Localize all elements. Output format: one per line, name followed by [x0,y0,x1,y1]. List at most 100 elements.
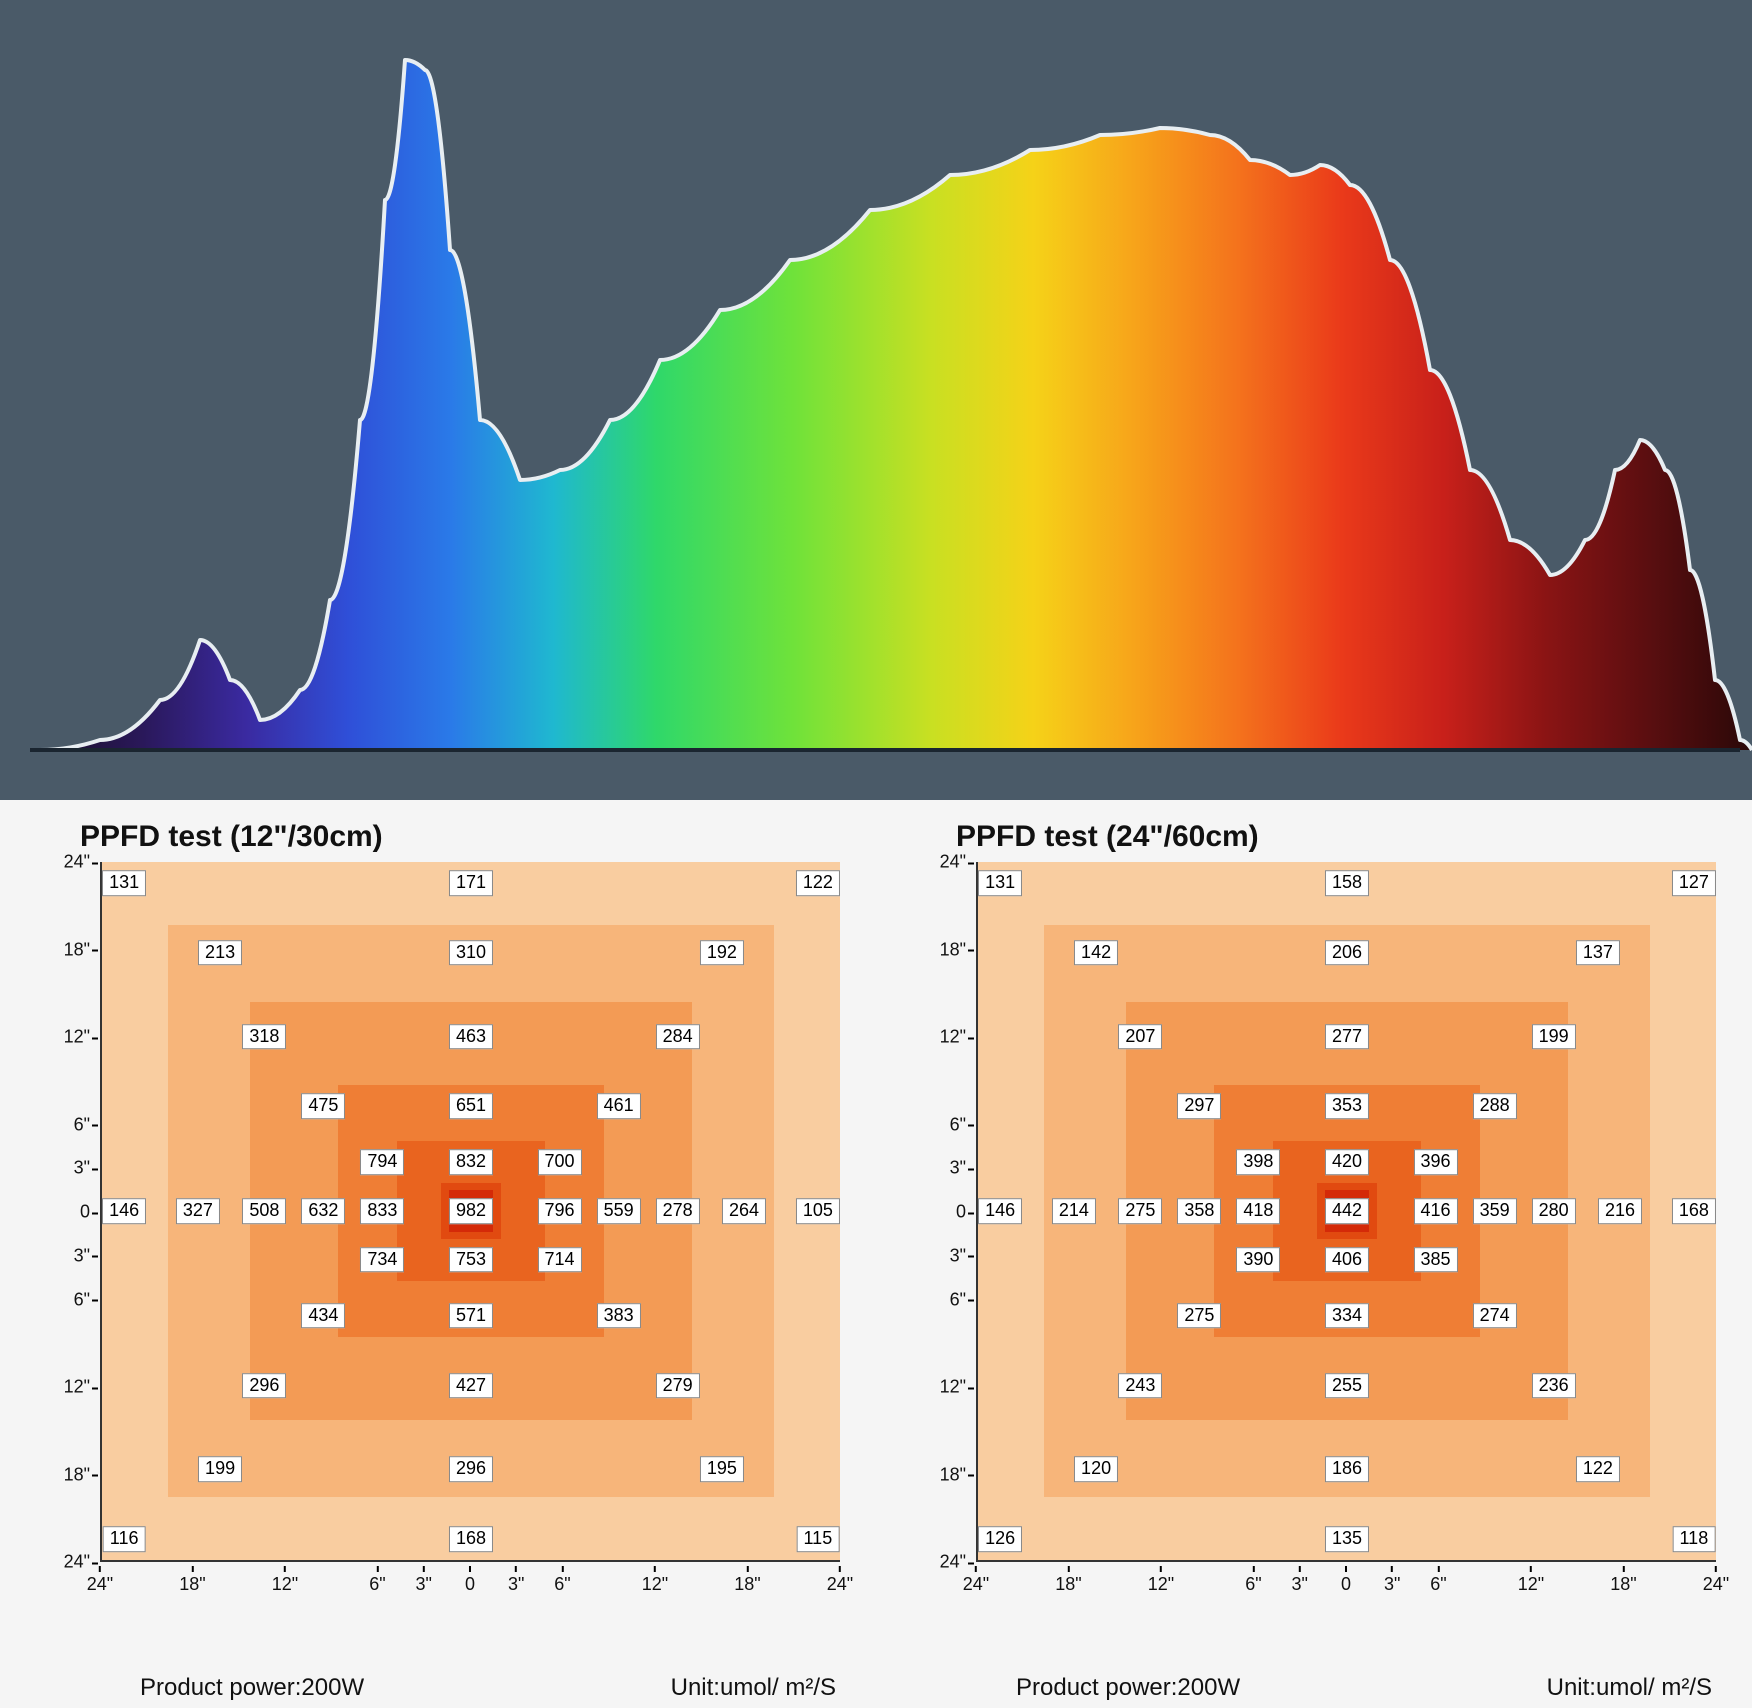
y-tick: 3" [926,1245,966,1266]
y-tick: 18" [926,1464,966,1485]
ppfd-value: 442 [1325,1198,1369,1224]
ppfd-value: 186 [1325,1456,1369,1482]
ppfd-value: 206 [1325,940,1369,966]
ppfd-value: 122 [796,870,840,896]
ppfd-value: 264 [722,1198,766,1224]
x-tick: 3" [1292,1574,1308,1595]
y-tick: 0 [50,1202,90,1223]
y-tick: 6" [926,1114,966,1135]
ppfd-value: 318 [242,1024,286,1050]
ppfd-value: 416 [1414,1198,1458,1224]
ppfd-value: 243 [1118,1373,1162,1399]
ppfd-value: 463 [449,1024,493,1050]
ppfd-value: 796 [538,1198,582,1224]
ppfd-value: 158 [1325,870,1369,896]
ppfd-value: 288 [1473,1094,1517,1120]
x-tick: 24" [963,1574,989,1595]
ppfd-value: 146 [978,1198,1022,1224]
ppfd-value: 171 [449,870,493,896]
y-axis: 24"18"12"6"3"03"6"12"18"24" [50,862,100,1562]
ppfd-value: 131 [978,870,1022,896]
ppfd-value: 192 [700,940,744,966]
ppfd-value: 310 [449,940,493,966]
ppfd-value: 559 [597,1198,641,1224]
x-tick: 6" [1245,1574,1261,1595]
footer-power-label: Product power:200W [1016,1674,1240,1702]
ppfd-value: 207 [1118,1024,1162,1050]
footer-power-label: Product power:200W [140,1674,364,1702]
x-tick: 3" [1384,1574,1400,1595]
y-tick: 0 [926,1202,966,1223]
ppfd-value: 508 [242,1198,286,1224]
ppfd-card-30cm: PPFD test (12"/30cm) 1311711222133101923… [0,800,876,1708]
x-tick: 0 [465,1574,475,1595]
ppfd-value: 137 [1576,940,1620,966]
ppfd-heatmap-30cm: 1311711222133101923184632844756514617948… [50,862,870,1642]
x-tick: 6" [1430,1574,1446,1595]
ppfd-value: 199 [198,1456,242,1482]
ppfd-value: 284 [656,1024,700,1050]
footer-unit-label: Unit:umol/ m²/S [1547,1674,1712,1702]
ppfd-value: 358 [1177,1198,1221,1224]
y-tick: 6" [50,1114,90,1135]
ppfd-value: 296 [449,1456,493,1482]
x-tick: 12" [1148,1574,1174,1595]
y-tick: 18" [50,939,90,960]
y-tick: 18" [50,1464,90,1485]
ppfd-value: 832 [449,1149,493,1175]
ppfd-value: 714 [538,1247,582,1273]
y-tick: 24" [926,852,966,873]
y-tick: 24" [50,1552,90,1573]
y-tick: 3" [50,1158,90,1179]
ppfd-value: 420 [1325,1149,1369,1175]
y-tick: 12" [926,1377,966,1398]
ppfd-value: 327 [176,1198,220,1224]
ppfd-value: 734 [360,1247,404,1273]
ppfd-value: 277 [1325,1024,1369,1050]
ppfd-value: 168 [449,1526,493,1552]
ppfd-value: 385 [1414,1247,1458,1273]
ppfd-title-60cm: PPFD test (24"/60cm) [956,820,1732,854]
ppfd-value: 135 [1325,1526,1369,1552]
y-tick: 3" [926,1158,966,1179]
x-tick: 12" [272,1574,298,1595]
ppfd-value: 115 [797,1526,840,1552]
ppfd-value: 214 [1052,1198,1096,1224]
ppfd-card-60cm: PPFD test (24"/60cm) 1311581271422061372… [876,800,1752,1708]
ppfd-value: 700 [538,1149,582,1175]
x-tick: 24" [1703,1574,1729,1595]
ppfd-value: 213 [198,940,242,966]
ppfd-value: 116 [103,1526,146,1552]
ppfd-value: 359 [1473,1198,1517,1224]
ppfd-value: 434 [301,1303,345,1329]
ppfd-value: 427 [449,1373,493,1399]
ppfd-value: 279 [656,1373,700,1399]
ppfd-value: 475 [301,1094,345,1120]
ppfd-value: 571 [449,1303,493,1329]
y-tick: 24" [50,852,90,873]
x-tick: 3" [416,1574,432,1595]
ppfd-value: 353 [1325,1094,1369,1120]
ppfd-value: 982 [449,1198,493,1224]
ppfd-row: PPFD test (12"/30cm) 1311711222133101923… [0,800,1752,1708]
ppfd-value: 334 [1325,1303,1369,1329]
y-tick: 12" [50,1377,90,1398]
ppfd-value: 383 [597,1303,641,1329]
x-tick: 18" [734,1574,760,1595]
ppfd-value: 120 [1074,1456,1118,1482]
spectrum-svg [0,0,1752,800]
y-axis: 24"18"12"6"3"03"6"12"18"24" [926,862,976,1562]
ppfd-value: 418 [1236,1198,1280,1224]
ppfd-value: 632 [301,1198,345,1224]
y-tick: 18" [926,939,966,960]
ppfd-value: 275 [1118,1198,1162,1224]
ppfd-value: 122 [1576,1456,1620,1482]
x-tick: 18" [1610,1574,1636,1595]
heatmap-grid-area: 1311581271422061372072771992973532883984… [976,862,1716,1562]
ppfd-value: 118 [1673,1526,1716,1552]
x-axis: 24"18"12"6"3"03"6"12"18"24" [100,1568,840,1598]
ppfd-value: 833 [360,1198,404,1224]
ppfd-value: 390 [1236,1247,1280,1273]
ppfd-value: 255 [1325,1373,1369,1399]
ppfd-value: 461 [597,1094,641,1120]
